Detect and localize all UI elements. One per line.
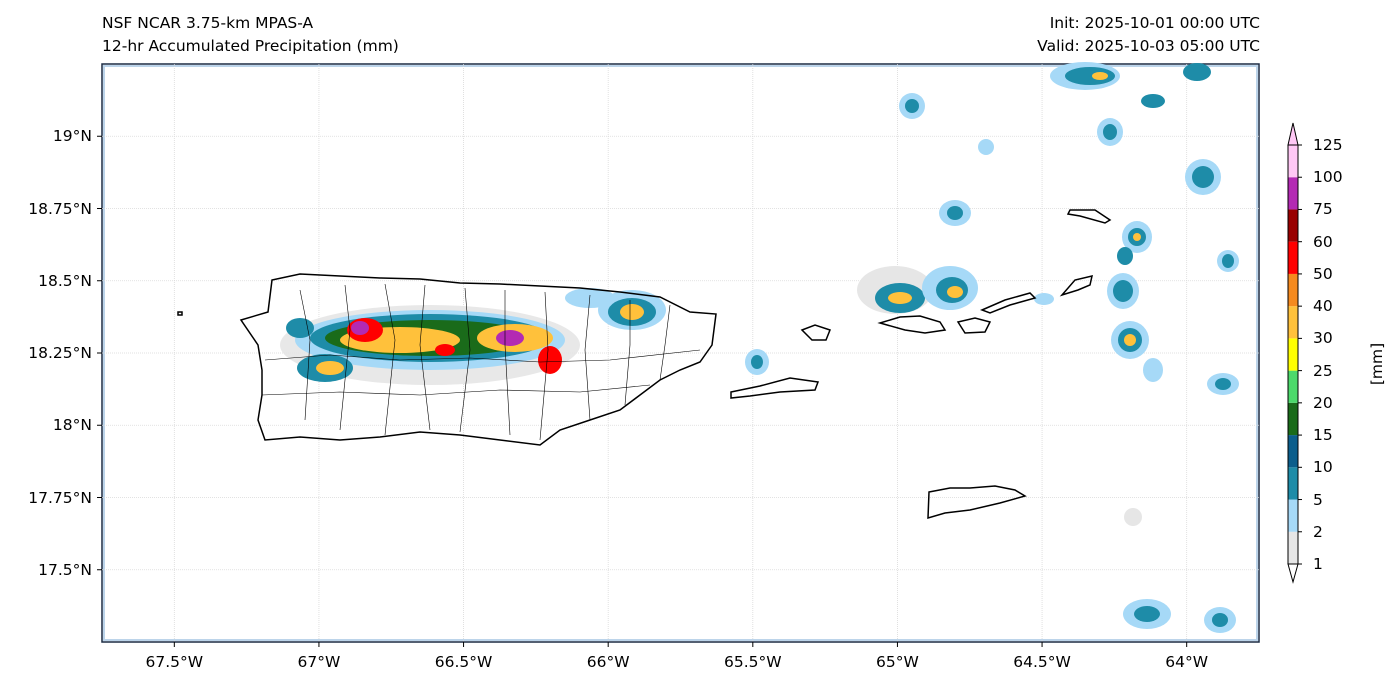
lon-tick-label: 67°W (297, 653, 341, 671)
lon-tick-label: 67.5°W (145, 653, 204, 671)
colorbar-units: [mm] (1368, 342, 1387, 386)
lon-tick-label: 65.5°W (724, 653, 782, 671)
st-thomas-outline (877, 315, 947, 334)
model-title: NSF NCAR 3.75-km MPAS-A (102, 14, 314, 32)
lat-tick-label: 17.75°N (28, 488, 92, 507)
culebra-outline (800, 324, 831, 341)
lat-tick-label: 19°N (52, 127, 92, 146)
vieques-outline (730, 377, 820, 399)
st-croix-outline (927, 485, 1027, 520)
colorbar-segment (1288, 177, 1298, 210)
colorbar-tick-label: 25 (1313, 361, 1333, 380)
tortola-outline (980, 292, 1037, 314)
anegada-outline (1066, 209, 1112, 224)
colorbar-min-extension (1287, 563, 1299, 584)
colorbar-tick-label: 50 (1313, 264, 1333, 283)
valid-time: Valid: 2025-10-03 05:00 UTC (1037, 37, 1260, 55)
lon-tick-label: 66.5°W (434, 653, 493, 671)
lon-tick-label: 66°W (586, 653, 630, 671)
municipality-boundaries (261, 283, 701, 441)
colorbar-segment (1288, 499, 1298, 532)
colorbar-tick-label: 125 (1313, 136, 1343, 154)
colorbar-segment (1288, 338, 1298, 371)
lon-tick-label: 64°W (1165, 653, 1209, 671)
colorbar-segment (1288, 531, 1298, 564)
colorbar-segment (1288, 306, 1298, 339)
colorbar-segment (1288, 209, 1298, 242)
colorbar-tick-label: 75 (1313, 200, 1333, 219)
lat-tick-label: 18.25°N (28, 344, 92, 362)
puerto-rico-outline (239, 273, 717, 446)
colorbar-tick-label: 1 (1313, 555, 1323, 573)
colorbar-tick-label: 100 (1313, 168, 1343, 187)
colorbar-frame (1287, 144, 1299, 565)
colorbar-tick-label: 5 (1313, 490, 1323, 509)
colorbar-tick-label: 2 (1313, 522, 1323, 541)
colorbar-segment (1288, 273, 1298, 307)
colorbar-segment (1288, 241, 1298, 274)
lat-tick-label: 18.75°N (28, 199, 92, 218)
colorbar-tick-label: 20 (1313, 393, 1333, 412)
init-time: Init: 2025-10-01 00:00 UTC (1049, 14, 1260, 32)
colorbar-tick-label: 10 (1313, 458, 1333, 477)
colorbar-segment (1288, 370, 1298, 403)
precipitation-field (280, 62, 1239, 633)
colorbar-segment (1288, 467, 1298, 500)
lon-tick-label: 64.5°W (1013, 653, 1071, 671)
virgin-gorda-outline (1059, 274, 1093, 297)
colorbar-tick-label: 40 (1313, 297, 1333, 316)
colorbar-segment (1288, 435, 1298, 468)
colorbar-tick-label: 15 (1313, 426, 1333, 445)
lat-tick-label: 18°N (52, 416, 92, 435)
field-title: 12-hr Accumulated Precipitation (mm) (102, 37, 399, 55)
st-john-outline (956, 317, 992, 334)
colorbar-segment (1288, 145, 1298, 178)
colorbar (1287, 122, 1302, 584)
colorbar-tick-label: 60 (1313, 232, 1333, 251)
axis-ticks (97, 135, 1188, 647)
gridlines (102, 64, 1259, 642)
lon-tick-label: 65°W (876, 653, 919, 671)
colorbar-max-extension (1287, 122, 1299, 146)
lat-tick-label: 17.5°N (38, 560, 92, 579)
colorbar-tick-label: 30 (1313, 329, 1333, 348)
mona-island-outline (177, 311, 183, 316)
colorbar-segment (1288, 402, 1298, 436)
lat-tick-label: 18.5°N (38, 271, 92, 290)
coastlines (177, 209, 1112, 520)
